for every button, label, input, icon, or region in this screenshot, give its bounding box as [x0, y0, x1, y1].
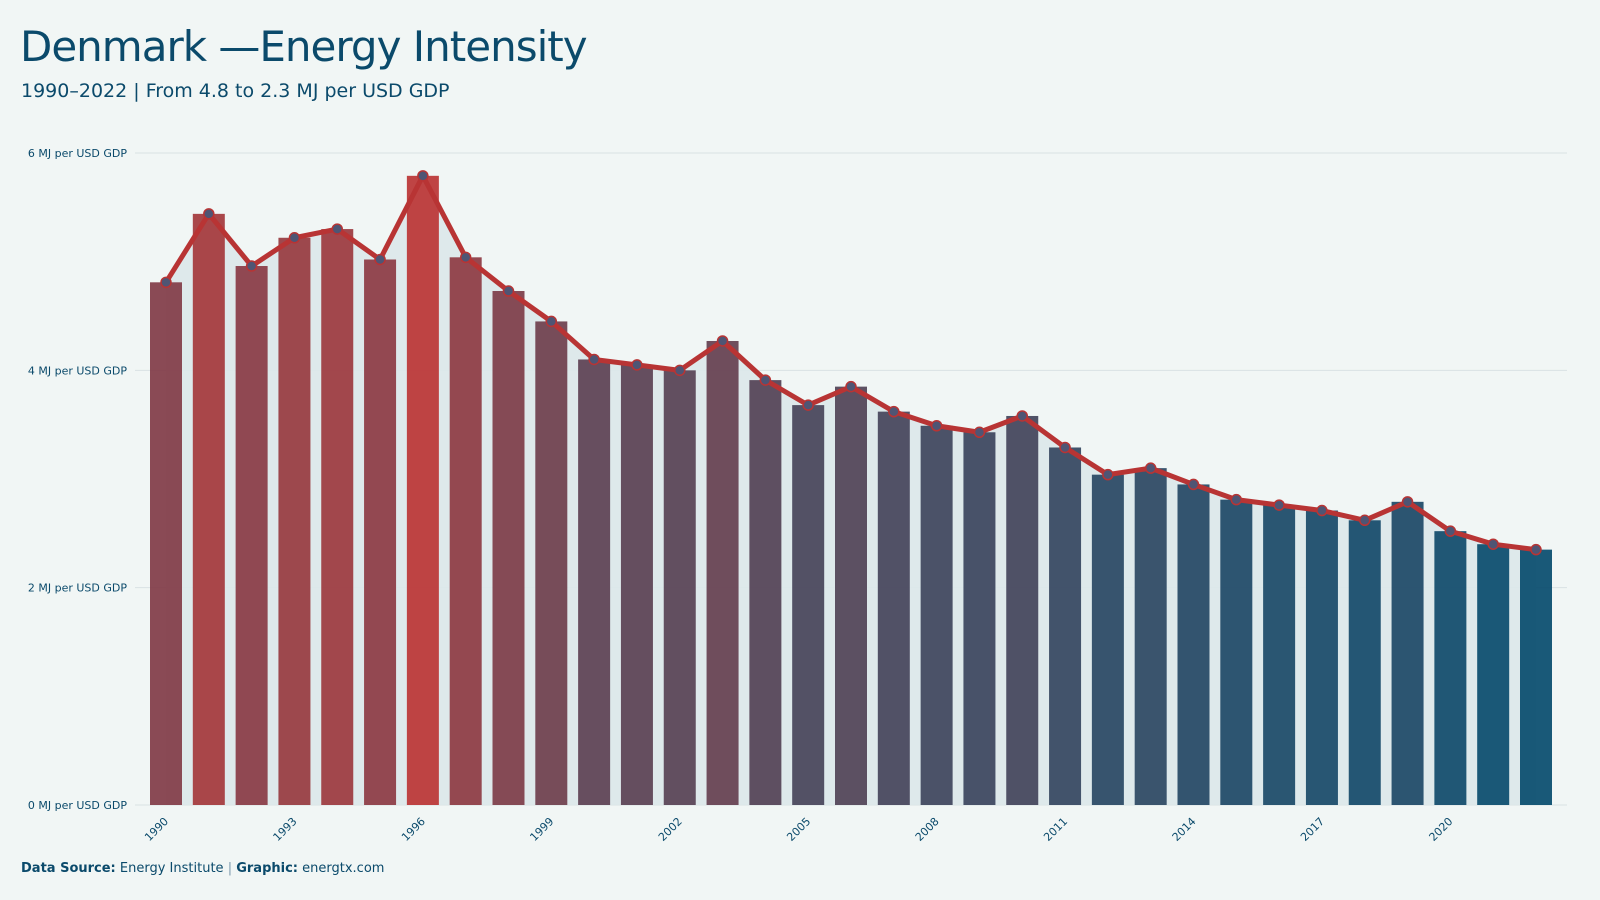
point-1992: [245, 260, 258, 272]
point-1997: [459, 251, 472, 264]
bar-2016: [1263, 505, 1296, 805]
bar-2020: [1434, 531, 1467, 805]
point-2011: [1059, 441, 1071, 454]
bar-2008: [920, 425, 953, 805]
x-tick-label: 1993: [271, 815, 300, 844]
y-tick-label: 6 MJ per USD GDP: [28, 147, 127, 160]
point-2018: [1359, 514, 1371, 527]
footer-separator: |: [227, 861, 233, 876]
point-1999: [545, 315, 558, 328]
point-2012: [1102, 468, 1114, 481]
bar-2004: [749, 380, 782, 805]
bar-1998: [492, 291, 525, 805]
source-label: Data Source:: [21, 861, 116, 876]
bar-2010: [1006, 415, 1039, 805]
bar-2012: [1091, 474, 1124, 805]
point-1990: [160, 276, 172, 289]
bar-1994: [321, 229, 354, 806]
point-2020: [1444, 525, 1457, 537]
point-2016: [1273, 499, 1285, 511]
point-2002: [674, 364, 686, 377]
point-2004: [759, 374, 772, 386]
chart-title: Denmark —Energy Intensity: [20, 22, 588, 71]
bar-2017: [1305, 510, 1338, 805]
point-2008: [930, 420, 943, 432]
point-1996: [417, 170, 429, 182]
point-2010: [1016, 410, 1028, 422]
point-1995: [374, 253, 386, 266]
point-2007: [888, 405, 900, 418]
point-2017: [1316, 504, 1328, 517]
x-tick-label: 2017: [1298, 815, 1327, 844]
bar-2002: [663, 370, 696, 805]
x-axis: 1990 1993 1996 1999 2002 2005 2008 2011 2014 2017…: [142, 815, 1455, 844]
bar-1999: [535, 321, 568, 805]
point-1993: [288, 232, 301, 244]
point-2009: [973, 426, 986, 439]
footer: Data Source: Energy Institute | Graphic:…: [21, 861, 384, 876]
y-tick-label: 4 MJ per USD GDP: [28, 364, 127, 377]
bar-2018: [1348, 520, 1381, 805]
point-layer: [160, 170, 1542, 556]
bar-2009: [963, 432, 996, 805]
bar-1990: [150, 282, 182, 805]
graphic-label: Graphic:: [236, 861, 298, 876]
bar-2019: [1391, 501, 1424, 805]
point-2000: [588, 353, 600, 366]
x-tick-label: 2005: [784, 815, 813, 844]
point-2013: [1144, 462, 1157, 474]
point-2003: [716, 335, 729, 347]
point-1998: [502, 285, 515, 297]
source-value: Energy Institute: [119, 861, 224, 876]
bar-2003: [706, 340, 739, 805]
bar-2006: [835, 386, 867, 805]
x-tick-label: 1999: [527, 815, 556, 844]
bar-2021: [1477, 544, 1510, 805]
bar-1995: [364, 259, 397, 805]
point-2021: [1487, 538, 1499, 550]
bar-2014: [1177, 484, 1210, 805]
bar-1997: [449, 257, 482, 805]
x-tick-label: 2008: [913, 815, 942, 844]
y-tick-label: 2 MJ per USD GDP: [28, 582, 127, 595]
bar-2007: [877, 411, 910, 805]
bar-2000: [578, 359, 611, 805]
bar-1991: [192, 213, 225, 805]
point-2006: [845, 380, 857, 393]
bar-2011: [1049, 447, 1082, 805]
x-tick-label: 1990: [142, 815, 171, 844]
bar-2005: [792, 405, 825, 805]
y-tick-label: 0 MJ per USD GDP: [28, 799, 127, 812]
x-tick-label: 2002: [656, 815, 685, 844]
bar-layer: [150, 175, 1552, 806]
bar-2022: [1520, 549, 1552, 805]
bar-1993: [278, 237, 311, 805]
point-2005: [802, 399, 814, 411]
bar-1996: [406, 175, 439, 805]
point-1994: [331, 223, 343, 235]
y-axis: 0 MJ per USD GDP 2 MJ per USD GDP 4 MJ per…: [28, 147, 127, 812]
x-tick-label: 2011: [1041, 815, 1070, 844]
bar-2013: [1134, 468, 1167, 805]
point-2022: [1530, 543, 1542, 556]
bar-2001: [620, 364, 653, 805]
bar-1992: [235, 266, 268, 806]
x-tick-label: 2014: [1170, 815, 1199, 844]
point-1991: [203, 208, 215, 220]
x-tick-label: 2020: [1427, 815, 1456, 844]
chart-subtitle: 1990–2022 | From 4.8 to 2.3 MJ per USD G…: [21, 80, 450, 102]
point-2014: [1187, 478, 1200, 491]
graphic-value: energtx.com: [302, 861, 385, 876]
point-2001: [631, 359, 643, 371]
point-2019: [1401, 496, 1414, 508]
x-tick-label: 1996: [399, 815, 428, 844]
bar-2015: [1220, 499, 1253, 805]
point-2015: [1230, 493, 1243, 506]
